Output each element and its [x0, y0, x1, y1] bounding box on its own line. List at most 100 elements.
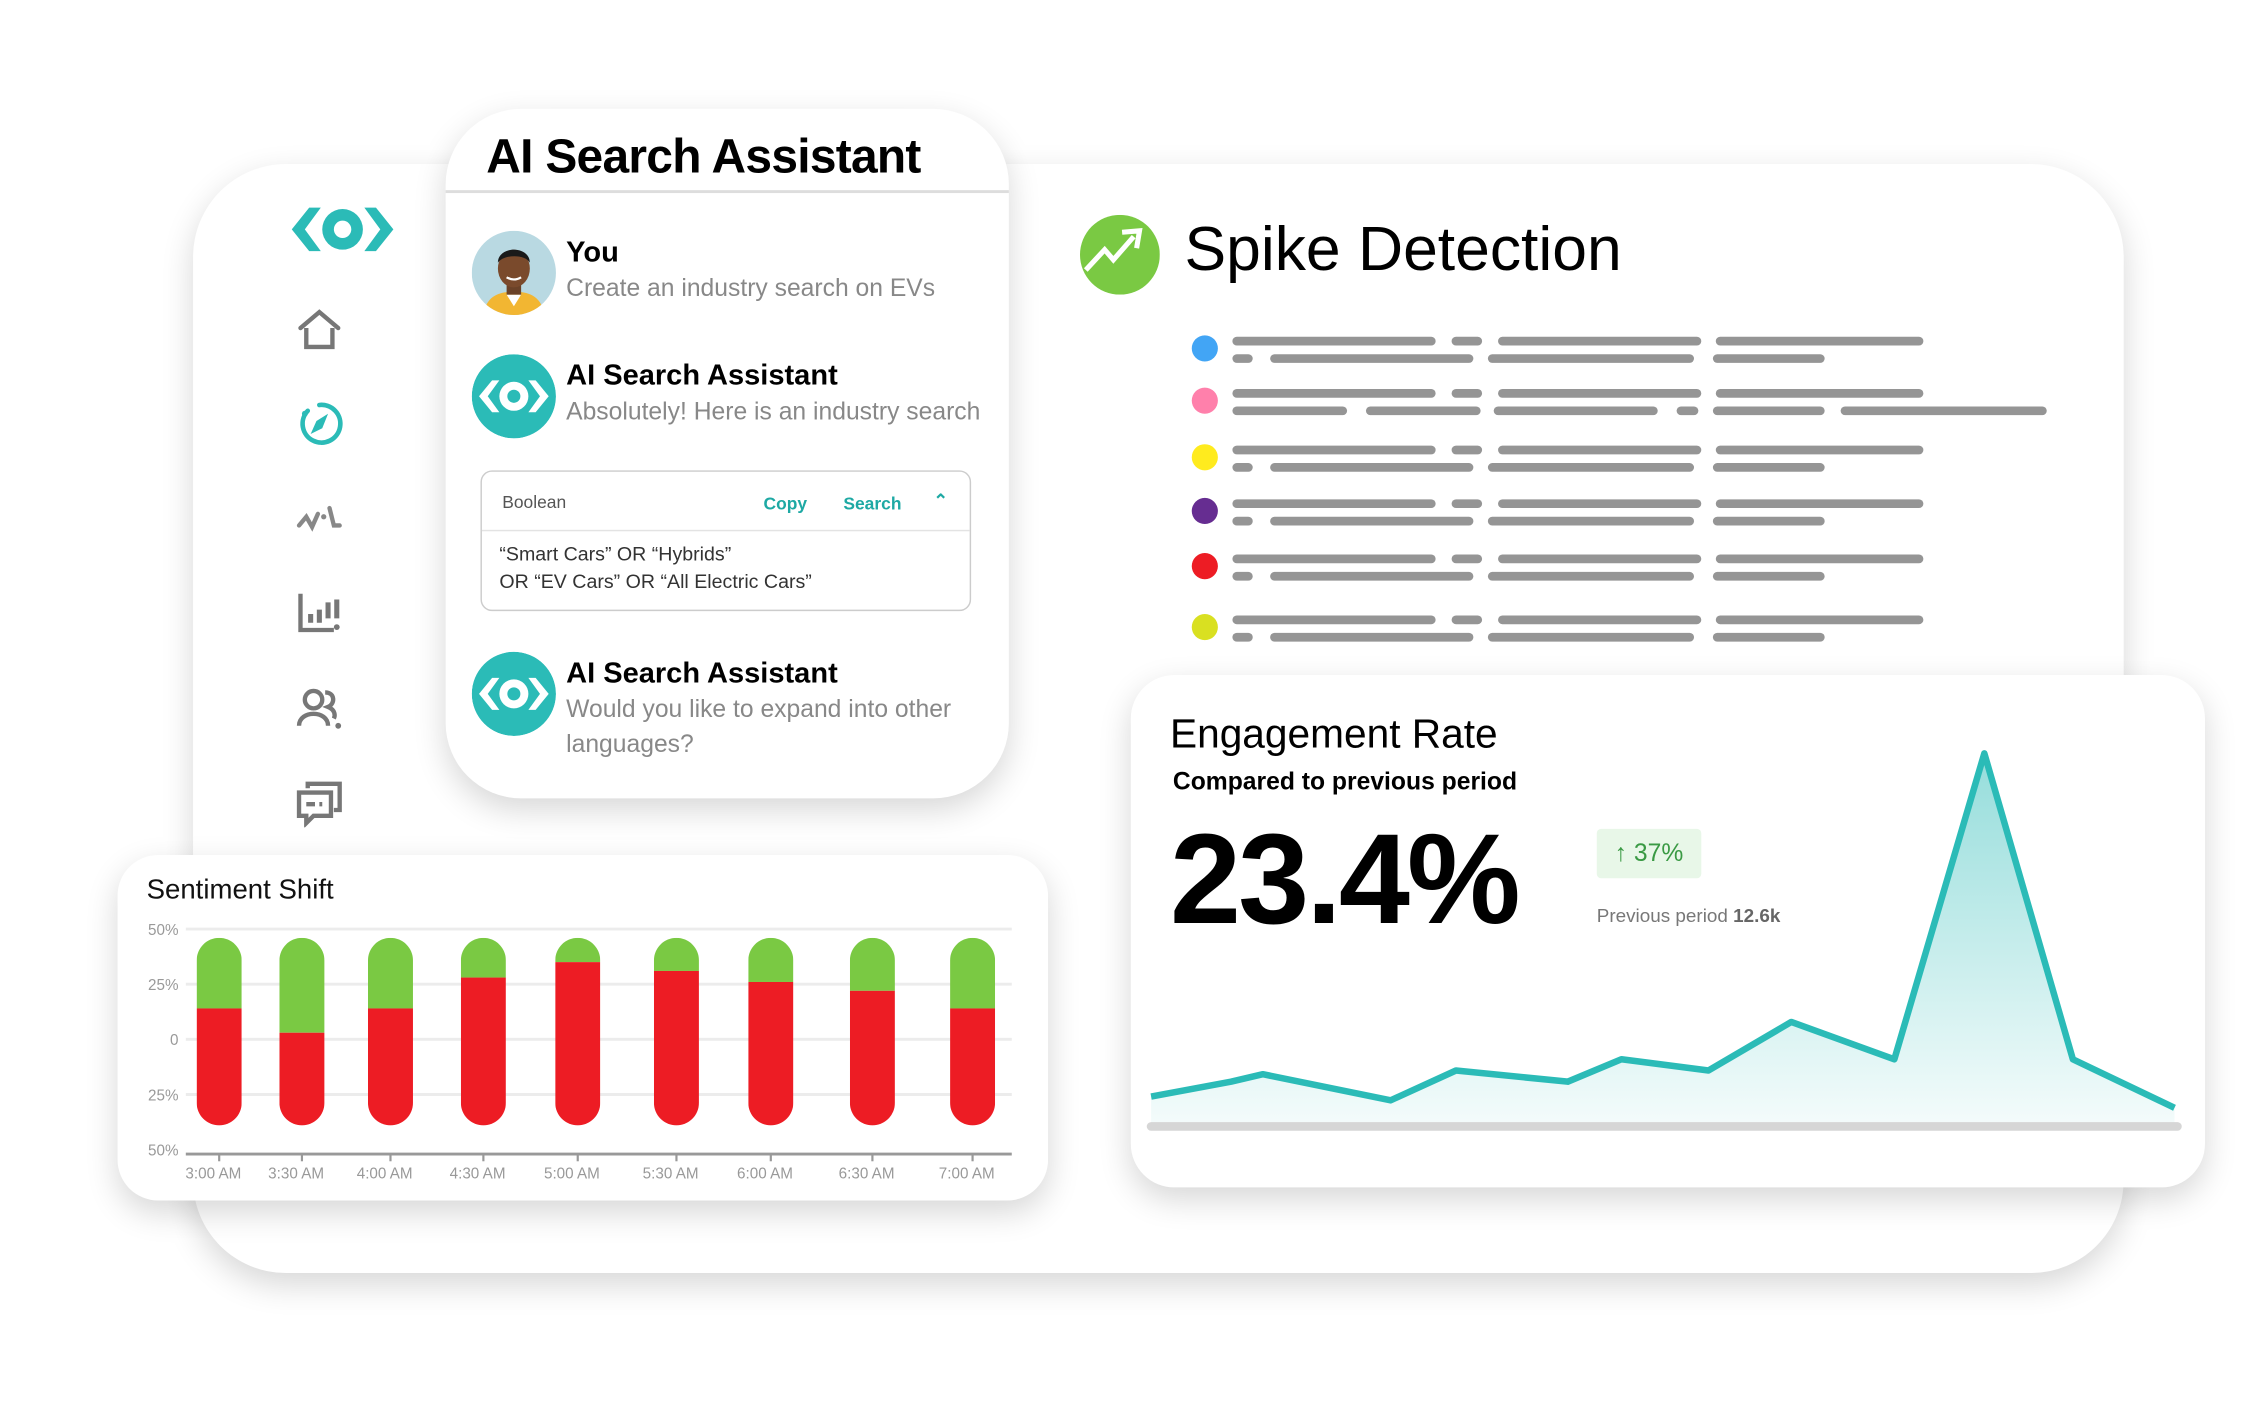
boolean-label: Boolean: [502, 492, 567, 513]
sentiment-title: Sentiment Shift: [146, 875, 334, 906]
placeholder-text-line: [1232, 554, 1436, 564]
placeholder-text-line: [1232, 499, 1436, 509]
boolean-header: Boolean Copy Search ⌃: [481, 472, 970, 532]
engagement-rate-card: Engagement Rate Compared to previous per…: [1130, 674, 2205, 1188]
previous-period-value: 12.6k: [1733, 904, 1781, 927]
home-icon[interactable]: [295, 305, 344, 354]
positive-segment: [849, 937, 895, 991]
placeholder-text-line: [1487, 516, 1695, 526]
placeholder-text-line: [1232, 571, 1253, 581]
bar-chart-alert-icon[interactable]: [295, 588, 344, 637]
placeholder-text-line: [1270, 571, 1474, 581]
sentiment-bar: [279, 937, 325, 1126]
negative-segment: [460, 977, 506, 1126]
message-text: Create an industry search on EVs: [566, 274, 936, 302]
copy-button[interactable]: Copy: [763, 493, 808, 514]
placeholder-text-line: [1712, 463, 1825, 472]
eye-logo-icon[interactable]: [289, 203, 396, 255]
boolean-query-line: OR “EV Cars” OR “All Electric Cars”: [499, 570, 812, 593]
placeholder-text-line: [1498, 615, 1702, 625]
positive-segment: [460, 937, 506, 978]
negative-segment: [555, 962, 601, 1126]
compass-icon[interactable]: [295, 399, 344, 448]
spike-indicator-dot: [1191, 444, 1218, 471]
x-tick-label: 5:30 AM: [643, 1166, 699, 1183]
engagement-area-chart: [1146, 750, 2182, 1131]
engagement-title: Engagement Rate: [1169, 711, 1498, 757]
placeholder-text-line: [1840, 406, 2047, 416]
negative-segment: [653, 970, 699, 1126]
placeholder-text-line: [1451, 554, 1483, 564]
positive-segment: [653, 937, 699, 971]
placeholder-text-line: [1232, 406, 1348, 416]
placeholder-text-line: [1715, 554, 1924, 564]
chat-icon[interactable]: [295, 778, 344, 828]
placeholder-text-line: [1232, 354, 1253, 363]
positive-segment: [748, 937, 794, 982]
previous-period: Previous period 12.6k: [1597, 904, 1781, 926]
placeholder-text-line: [1451, 499, 1483, 509]
placeholder-text-line: [1232, 463, 1253, 472]
engagement-value: 23.4%: [1169, 807, 1521, 951]
placeholder-text-line: [1232, 632, 1253, 642]
sentiment-bar: [748, 937, 794, 1126]
placeholder-text-line: [1232, 516, 1253, 526]
pulse-icon[interactable]: [295, 494, 344, 543]
search-button[interactable]: Search: [843, 493, 902, 514]
y-tick-label: 25%: [148, 977, 179, 994]
positive-segment: [196, 937, 242, 1009]
placeholder-text-line: [1451, 445, 1483, 455]
spike-indicator-dot: [1191, 387, 1218, 414]
placeholder-text-line: [1270, 463, 1474, 472]
users-icon[interactable]: [295, 684, 344, 733]
placeholder-text-line: [1270, 516, 1474, 526]
message-sender: AI Search Assistant: [566, 657, 838, 690]
placeholder-text-line: [1232, 389, 1436, 398]
placeholder-text-line: [1232, 615, 1436, 625]
sentiment-bar: [367, 937, 413, 1126]
chevron-up-icon[interactable]: ⌃: [933, 490, 948, 511]
x-tick-label: 5:00 AM: [544, 1166, 600, 1183]
sentiment-shift-card: Sentiment Shift 50% 25% 0 25% 50% 3:00 AM 3:30…: [117, 854, 1049, 1201]
placeholder-text-line: [1451, 615, 1483, 625]
placeholder-text-line: [1487, 571, 1695, 581]
boolean-query-line: “Smart Cars” OR “Hybrids”: [499, 542, 732, 565]
y-tick-label: 50%: [148, 1142, 179, 1159]
x-tick-label: 6:30 AM: [839, 1166, 895, 1183]
x-tick-label: 7:00 AM: [939, 1166, 995, 1183]
area-fill: [1151, 753, 2175, 1127]
placeholder-text-line: [1270, 354, 1474, 363]
assistant-avatar-icon: [471, 354, 556, 439]
spike-detection-title: Spike Detection: [1184, 214, 1622, 285]
placeholder-text-line: [1715, 499, 1924, 509]
x-tick-label: 6:00 AM: [737, 1166, 793, 1183]
negative-segment: [279, 1032, 325, 1126]
negative-segment: [950, 1008, 996, 1126]
sentiment-bar: [196, 937, 242, 1126]
x-tick-label: 3:30 AM: [268, 1166, 324, 1183]
assistant-title: AI Search Assistant: [486, 129, 921, 183]
placeholder-text-line: [1451, 389, 1483, 398]
message-text: Would you like to expand into other: [566, 695, 952, 723]
sentiment-bar-chart: 50% 25% 0 25% 50% 3:00 AM 3:30 AM 4:00 AM 4:30 A…: [148, 922, 1012, 1183]
y-tick-label: 0: [170, 1032, 178, 1049]
placeholder-text-line: [1712, 516, 1825, 526]
placeholder-text-line: [1715, 336, 1924, 346]
positive-segment: [950, 937, 996, 1009]
boolean-query-box: Boolean Copy Search ⌃ “Smart Cars” OR “H…: [480, 470, 972, 612]
spike-indicator-dot: [1191, 497, 1218, 525]
placeholder-text-line: [1493, 406, 1658, 416]
trending-up-icon: [1079, 214, 1160, 295]
placeholder-text-line: [1712, 354, 1825, 363]
sentiment-bar: [950, 937, 996, 1126]
y-tick-label: 50%: [148, 922, 179, 939]
negative-segment: [849, 990, 895, 1126]
engagement-subtitle: Compared to previous period: [1172, 767, 1518, 796]
sentiment-bar: [653, 937, 699, 1126]
placeholder-text-line: [1712, 406, 1825, 416]
placeholder-text-line: [1232, 445, 1436, 455]
placeholder-text-line: [1498, 499, 1702, 509]
negative-segment: [367, 1008, 413, 1126]
x-tick-label: 3:00 AM: [185, 1166, 241, 1183]
assistant-avatar-icon: [471, 651, 556, 736]
